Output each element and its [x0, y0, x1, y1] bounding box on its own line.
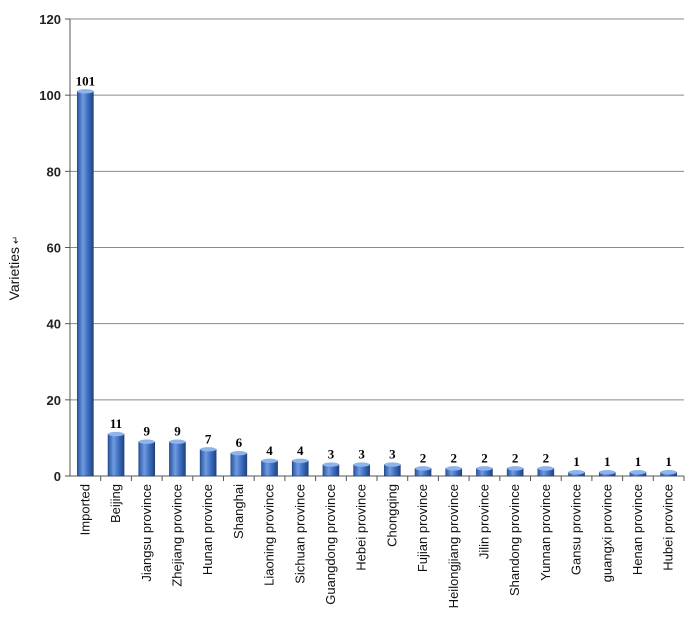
data-label: 7 [205, 431, 212, 446]
bar [291, 460, 309, 477]
bar-top [415, 466, 432, 471]
bar [138, 441, 156, 477]
x-category-label: Shanghai [231, 484, 246, 539]
y-axis-label-marker: ↵ [11, 236, 22, 244]
data-label: 3 [358, 447, 365, 462]
data-label: 2 [543, 450, 550, 465]
x-category-label: Sichuan province [292, 484, 307, 584]
x-category-label: Hubei province [661, 484, 676, 571]
bar [199, 449, 217, 477]
bar-top [384, 462, 401, 467]
bar-top [261, 458, 278, 463]
gridlines [70, 18, 684, 401]
y-axis-label: Varieties↵ [6, 236, 22, 301]
data-label: 11 [110, 416, 122, 431]
bar-top [353, 462, 370, 467]
data-label: 1 [635, 454, 642, 469]
bar-top [108, 431, 125, 437]
bar [261, 460, 278, 477]
bar-top [322, 462, 339, 467]
x-category-label: Chongqing [384, 484, 399, 547]
x-category-label: Hunan province [200, 484, 215, 575]
x-category-label: Yunnan province [538, 484, 553, 581]
data-label: 9 [144, 424, 151, 439]
bar [169, 441, 186, 477]
bar-top [660, 469, 677, 475]
x-category-label: Henan province [630, 484, 645, 575]
data-label: 101 [76, 73, 96, 88]
y-tick-label: 120 [39, 12, 61, 27]
bar-top [476, 466, 493, 471]
data-label: 2 [420, 450, 427, 465]
data-label: 1 [604, 454, 611, 469]
bar-top [230, 450, 247, 456]
data-label: 3 [389, 447, 396, 462]
bars [77, 89, 677, 477]
data-label: 4 [266, 443, 273, 458]
x-category-label: Jilin province [476, 484, 491, 559]
x-category-label: Liaoning province [262, 484, 277, 586]
x-category-label: Zhejiang province [169, 484, 184, 587]
y-tick-label: 40 [47, 317, 61, 332]
bar-top [169, 439, 186, 444]
bar [107, 433, 125, 477]
data-label: 3 [328, 447, 335, 462]
x-category-label: Fujian province [415, 484, 430, 572]
x-category-labels: Imported Beijing Jiangsu province Zhejiang … [77, 484, 675, 608]
y-tick-labels: 0 20 40 60 80 100 120 [39, 12, 61, 484]
axes [65, 18, 685, 481]
bar-top [507, 466, 524, 471]
x-category-label: Shandong province [507, 484, 522, 596]
bar-top [599, 469, 616, 475]
data-label: 9 [174, 424, 181, 439]
bar-top [629, 469, 646, 475]
bar-top [200, 447, 217, 452]
x-category-label: Heilongjiang province [446, 484, 461, 608]
bar-top [138, 439, 155, 444]
data-label: 1 [665, 454, 672, 469]
data-label: 4 [297, 443, 304, 458]
y-tick-label: 100 [39, 88, 61, 103]
y-tick-label: 20 [47, 393, 61, 408]
x-category-label: Jiangsu province [139, 484, 154, 582]
y-tick-label: 80 [47, 164, 61, 179]
bar-top [77, 89, 94, 94]
data-label: 1 [573, 454, 580, 469]
x-category-label: Guangdong province [323, 484, 338, 605]
x-category-label: guangxi province [599, 484, 614, 582]
bar [77, 91, 94, 477]
bar-top [445, 466, 462, 471]
data-label: 2 [512, 450, 519, 465]
y-tick-label: 60 [47, 241, 61, 256]
data-label: 2 [451, 450, 458, 465]
bar [230, 452, 248, 477]
bar-top [537, 466, 554, 471]
bar-top [292, 458, 309, 463]
x-category-label: Beijing [108, 484, 123, 523]
x-category-label: Imported [77, 484, 92, 535]
x-category-label: Hebei province [354, 484, 369, 571]
data-label: 6 [236, 435, 243, 450]
y-tick-label: 0 [54, 469, 61, 484]
x-category-label: Gansu province [569, 484, 584, 575]
bar-top [568, 469, 585, 475]
data-label: 2 [481, 450, 488, 465]
